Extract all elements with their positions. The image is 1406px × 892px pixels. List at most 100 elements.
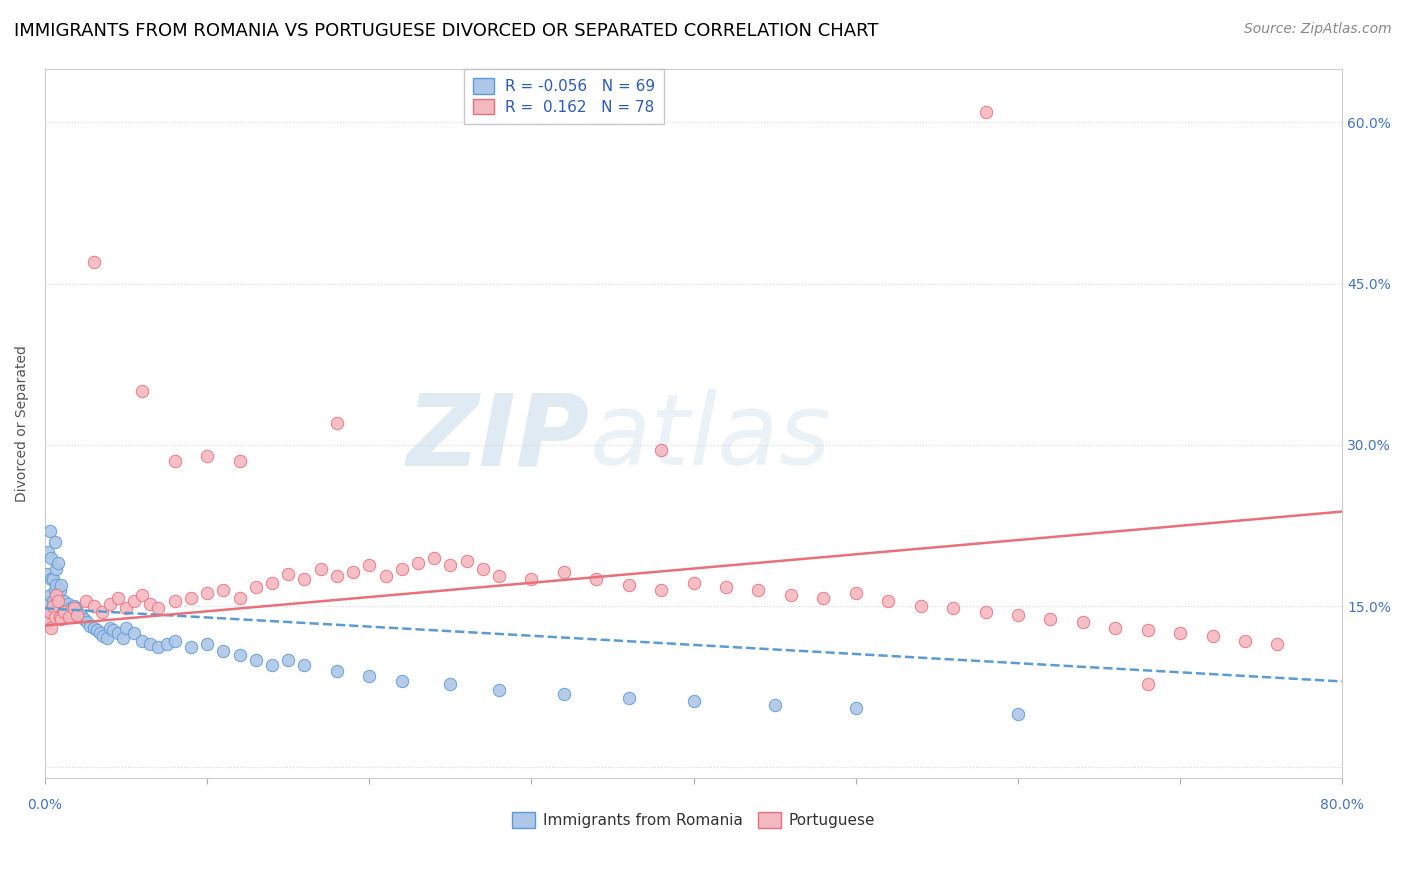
Point — [195, 637, 218, 651]
Point — [1201, 629, 1223, 643]
Point — [326, 569, 349, 583]
Point — [148, 601, 170, 615]
Point — [374, 569, 396, 583]
Point — [294, 572, 316, 586]
Point — [439, 558, 461, 573]
Point — [553, 565, 575, 579]
Point — [617, 577, 640, 591]
Point — [212, 582, 235, 597]
Point — [974, 605, 997, 619]
Point — [131, 384, 153, 398]
Point — [42, 572, 65, 586]
Point — [342, 565, 364, 579]
Point — [83, 599, 105, 614]
Point — [52, 605, 75, 619]
Point — [51, 577, 73, 591]
Point — [48, 605, 70, 619]
Point — [69, 607, 91, 622]
Point — [277, 566, 299, 581]
Point — [96, 632, 118, 646]
Point — [245, 653, 267, 667]
Point — [212, 644, 235, 658]
Point — [101, 623, 124, 637]
Point — [763, 698, 786, 712]
Point — [42, 599, 65, 614]
Point — [45, 589, 67, 603]
Point — [260, 575, 283, 590]
Point — [1007, 607, 1029, 622]
Point — [37, 615, 59, 630]
Point — [277, 653, 299, 667]
Point — [76, 615, 98, 630]
Point — [45, 577, 67, 591]
Point — [974, 104, 997, 119]
Point — [406, 556, 429, 570]
Point — [1007, 706, 1029, 721]
Point — [115, 601, 138, 615]
Point — [1168, 626, 1191, 640]
Point — [359, 558, 381, 573]
Point — [35, 610, 58, 624]
Point — [180, 640, 202, 654]
Point — [83, 255, 105, 269]
Point — [51, 612, 73, 626]
Point — [79, 618, 101, 632]
Point — [1071, 615, 1094, 630]
Point — [53, 594, 76, 608]
Point — [155, 637, 177, 651]
Point — [245, 580, 267, 594]
Point — [910, 599, 932, 614]
Point — [122, 594, 145, 608]
Point — [66, 607, 89, 622]
Point — [1136, 676, 1159, 690]
Point — [877, 594, 900, 608]
Point — [682, 694, 704, 708]
Point — [115, 621, 138, 635]
Point — [309, 561, 332, 575]
Text: IMMIGRANTS FROM ROMANIA VS PORTUGUESE DIVORCED OR SEPARATED CORRELATION CHART: IMMIGRANTS FROM ROMANIA VS PORTUGUESE DI… — [14, 22, 879, 40]
Point — [1267, 637, 1289, 651]
Point — [48, 610, 70, 624]
Point — [139, 597, 162, 611]
Point — [163, 454, 186, 468]
Point — [391, 674, 413, 689]
Point — [98, 621, 121, 635]
Point — [488, 569, 510, 583]
Point — [813, 591, 835, 605]
Point — [1104, 621, 1126, 635]
Point — [520, 572, 543, 586]
Point — [58, 610, 80, 624]
Point — [260, 658, 283, 673]
Point — [180, 591, 202, 605]
Point — [46, 589, 69, 603]
Point — [58, 605, 80, 619]
Point — [942, 601, 965, 615]
Point — [66, 605, 89, 619]
Point — [456, 554, 478, 568]
Point — [488, 683, 510, 698]
Point — [553, 687, 575, 701]
Text: atlas: atlas — [591, 389, 831, 486]
Y-axis label: Divorced or Separated: Divorced or Separated — [15, 345, 30, 502]
Point — [585, 572, 607, 586]
Point — [89, 626, 111, 640]
Point — [1136, 623, 1159, 637]
Text: Source: ZipAtlas.com: Source: ZipAtlas.com — [1244, 22, 1392, 37]
Point — [650, 443, 672, 458]
Point — [35, 610, 58, 624]
Point — [714, 580, 737, 594]
Point — [45, 561, 67, 575]
Point — [59, 601, 82, 615]
Point — [139, 637, 162, 651]
Legend: Immigrants from Romania, Portuguese: Immigrants from Romania, Portuguese — [506, 806, 882, 834]
Point — [617, 690, 640, 705]
Point — [391, 561, 413, 575]
Point — [37, 594, 59, 608]
Point — [46, 594, 69, 608]
Point — [38, 589, 60, 603]
Point — [326, 664, 349, 678]
Point — [845, 701, 868, 715]
Point — [163, 594, 186, 608]
Point — [37, 545, 59, 559]
Point — [131, 589, 153, 603]
